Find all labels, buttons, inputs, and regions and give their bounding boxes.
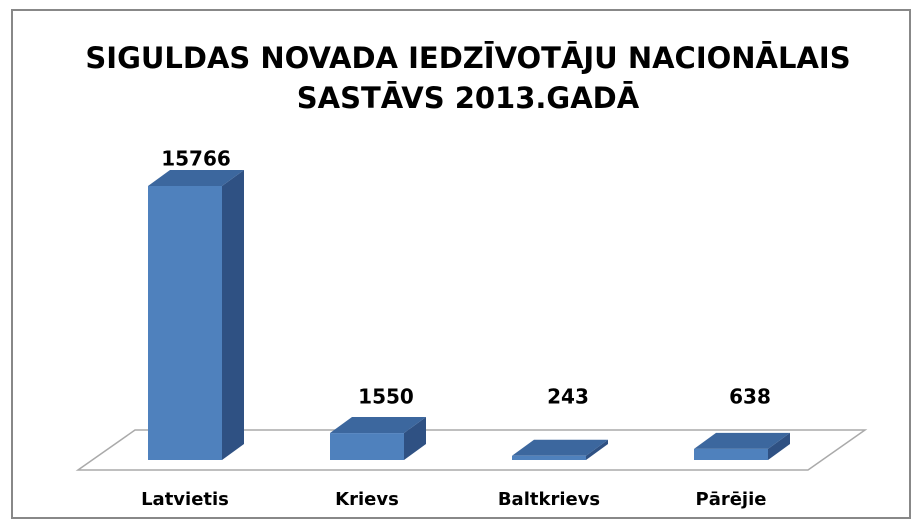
bar-top	[330, 417, 426, 434]
bar-side	[222, 170, 244, 460]
floor	[75, 429, 868, 471]
data-label: 638	[729, 385, 771, 409]
bar-side	[586, 439, 608, 460]
data-label: 1550	[358, 385, 414, 409]
x-tick-label: Latvietis	[141, 489, 229, 510]
bar	[148, 186, 222, 460]
chart-title: SIGULDAS NOVADA IEDZĪVOTĀJU NACIONĀLAIS	[85, 41, 850, 75]
x-tick-label: Krievs	[335, 489, 399, 510]
bar-side	[768, 432, 790, 460]
data-label: 243	[547, 385, 589, 409]
bar-top	[512, 439, 608, 456]
bar	[330, 433, 404, 460]
x-tick-label: Pārējie	[696, 489, 767, 510]
bar-top	[148, 170, 244, 186]
bar-top	[694, 432, 790, 449]
x-tick-label: Baltkrievs	[498, 489, 600, 510]
bar	[694, 448, 768, 460]
chart-title: SASTĀVS 2013.GADĀ	[297, 81, 640, 115]
data-label: 15766	[161, 147, 231, 171]
bar	[512, 455, 586, 460]
bar-side	[404, 417, 426, 460]
